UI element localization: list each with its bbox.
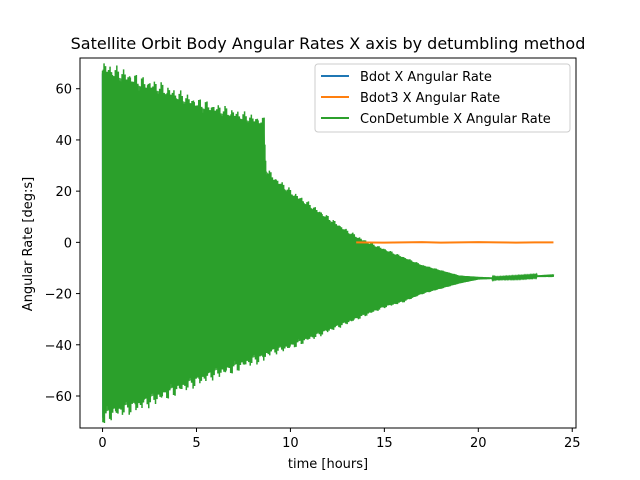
series-line-2 [356,241,554,244]
x-axis-label: time [hours] [288,457,368,472]
legend-label-3: ConDetumble X Angular Rate [360,112,551,127]
y-tick-label: 60 [55,83,72,98]
axes: 0 5 10 15 20 25 −60 −40 −20 0 20 40 60 [45,57,581,451]
axes-frame [79,57,577,429]
x-tick-label: 20 [470,436,487,451]
series-3 [101,63,555,423]
x-tick-label: 5 [192,436,200,451]
y-tick-label: 20 [55,185,72,200]
y-tick-label: −40 [45,339,72,354]
plot-area [101,63,555,423]
y-axis-label: Angular Rate [deg:s] [21,177,36,311]
legend-label-1: Bdot X Angular Rate [360,70,492,85]
x-tick-label: 15 [376,436,393,451]
y-tick-label: −60 [45,390,72,405]
x-tick-label: 0 [98,436,106,451]
series-2 [356,241,554,244]
x-tick-label: 25 [564,436,581,451]
y-tick-label: 40 [55,134,72,149]
chart-title: Satellite Orbit Body Angular Rates X axi… [71,34,586,53]
legend-label-2: Bdot3 X Angular Rate [360,91,500,106]
x-tick-label: 10 [282,436,299,451]
y-tick-label: 0 [64,236,72,251]
legend: Bdot X Angular Rate Bdot3 X Angular Rate C… [314,63,571,133]
series-band-3 [102,70,554,414]
y-tick-label: −20 [45,288,72,303]
legend-box [314,63,571,133]
